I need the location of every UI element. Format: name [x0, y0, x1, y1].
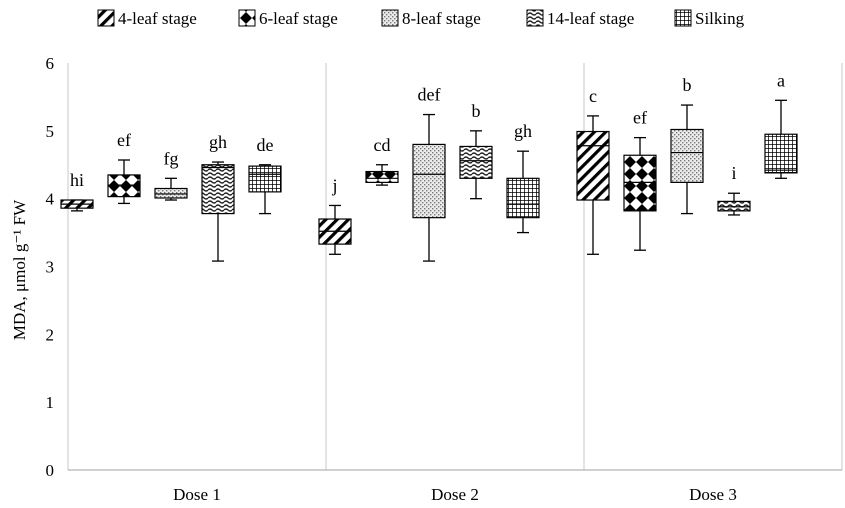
- box-plot: cd: [365, 135, 399, 186]
- box-iqr: [576, 130, 610, 201]
- y-tick-label: 6: [46, 54, 55, 73]
- box-plot: j: [318, 175, 352, 255]
- legend-item: Silking: [674, 9, 745, 28]
- significance-letter: ef: [117, 130, 131, 150]
- box-iqr: [107, 174, 141, 198]
- y-axis-label: MDA, μmol g⁻¹ FW: [10, 199, 29, 340]
- legend-item: 8-leaf stage: [381, 9, 481, 28]
- box-plot: hi: [60, 170, 94, 212]
- legend-label: 6-leaf stage: [259, 9, 338, 28]
- box-iqr: [670, 128, 704, 183]
- legend-swatch: [381, 9, 399, 27]
- significance-letter: ef: [633, 108, 647, 128]
- box-iqr: [623, 154, 657, 212]
- legend-item: 14-leaf stage: [526, 9, 634, 28]
- box-iqr: [154, 187, 188, 199]
- significance-letter: b: [472, 101, 481, 121]
- legend-label: 4-leaf stage: [118, 9, 197, 28]
- box-iqr: [365, 170, 399, 183]
- y-tick-label: 3: [46, 258, 55, 277]
- box-plot: ef: [623, 108, 657, 251]
- legend-label: 8-leaf stage: [402, 9, 481, 28]
- legend-swatch: [238, 9, 256, 27]
- legend-swatch: [97, 9, 115, 27]
- y-tick-label: 5: [46, 122, 55, 141]
- significance-letter: fg: [164, 148, 179, 168]
- box-iqr: [506, 177, 540, 219]
- box-plot: a: [764, 70, 798, 179]
- box-plot: b: [670, 75, 704, 215]
- legend: 4-leaf stage 6-leaf stage 8-leaf stage 14-l…: [97, 9, 745, 28]
- legend-item: 4-leaf stage: [97, 9, 197, 28]
- legend-item: 6-leaf stage: [238, 9, 338, 28]
- box-plot: de: [248, 135, 282, 215]
- y-tick-label: 1: [46, 393, 55, 412]
- significance-letter: gh: [209, 132, 227, 152]
- legend-swatch: [674, 9, 692, 27]
- box-plot: c: [576, 86, 610, 255]
- significance-letter: hi: [70, 170, 84, 190]
- box-plot: i: [717, 163, 751, 216]
- significance-letter: i: [731, 163, 736, 183]
- significance-letter: cd: [374, 135, 391, 155]
- significance-letter: a: [777, 70, 785, 90]
- x-category-label: Dose 3: [689, 485, 737, 504]
- significance-letter: def: [418, 85, 441, 105]
- box-iqr: [459, 145, 493, 179]
- significance-letter: c: [589, 86, 597, 106]
- plot-area: hi j c ef cd ef fg def b gh b i de gh a: [60, 70, 798, 262]
- x-category-label: Dose 2: [431, 485, 479, 504]
- box-iqr: [717, 200, 751, 212]
- legend-label: Silking: [695, 9, 745, 28]
- box-plot: ef: [107, 130, 141, 205]
- box-plot: fg: [154, 148, 188, 201]
- box-iqr: [764, 133, 798, 174]
- significance-letter: de: [257, 135, 274, 155]
- legend-swatch: [526, 9, 544, 27]
- y-tick-label: 4: [46, 190, 55, 209]
- x-category-label: Dose 1: [173, 485, 221, 504]
- significance-letter: gh: [514, 121, 532, 141]
- y-tick-label: 2: [46, 325, 55, 344]
- legend-label: 14-leaf stage: [547, 9, 634, 28]
- box-plot: gh: [201, 132, 235, 262]
- box-iqr: [201, 164, 235, 215]
- box-plot: def: [412, 85, 446, 262]
- y-tick-label: 0: [46, 461, 55, 480]
- box-iqr: [412, 143, 446, 219]
- axes: 0 1 2 3 4 5 6 Dose 1 Dose 2 Dose 3: [46, 54, 843, 504]
- significance-letter: j: [331, 175, 337, 195]
- box-iqr: [248, 165, 282, 193]
- significance-letter: b: [683, 75, 692, 95]
- box-plot: b: [459, 101, 493, 200]
- box-plot: gh: [506, 121, 540, 234]
